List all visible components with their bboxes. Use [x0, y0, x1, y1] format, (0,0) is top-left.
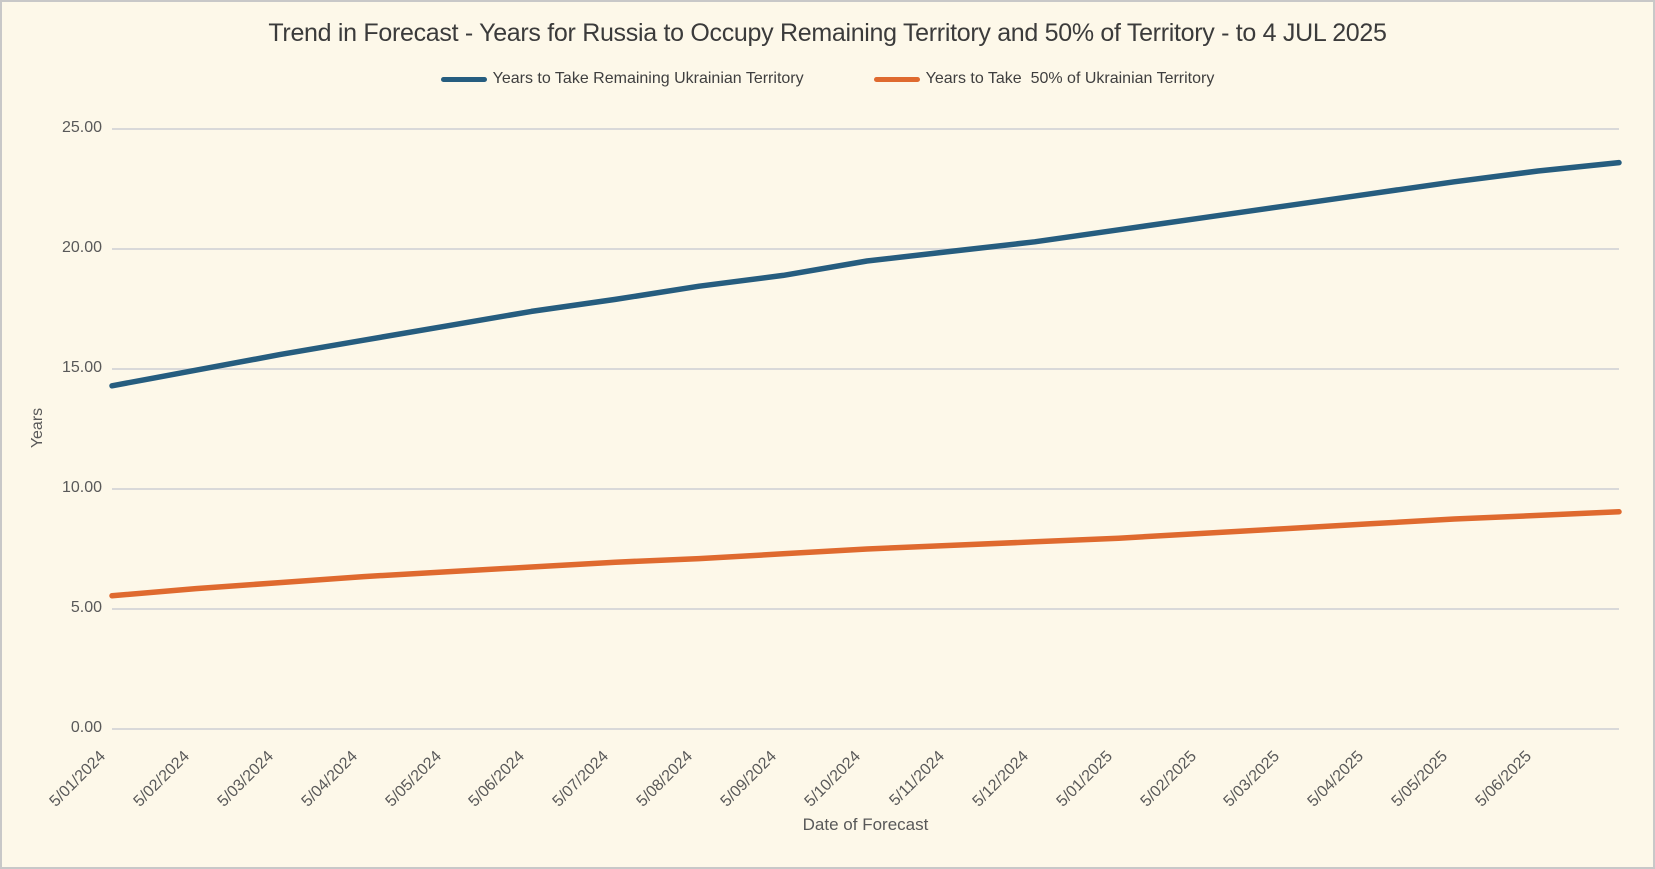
legend-item-50pct-territory: Years to Take 50% of Ukrainian Territory	[873, 70, 1215, 88]
y-tick-label: 5.00	[70, 599, 102, 616]
legend-line-swatch-blue	[440, 76, 487, 82]
y-tick-label: 25.00	[61, 119, 102, 136]
legend-label: Years to Take 50% of Ukrainian Territory	[925, 70, 1215, 87]
line-chart-canvas	[109, 128, 1622, 730]
y-tick-label: 10.00	[61, 479, 102, 496]
y-tick-label: 20.00	[61, 239, 102, 256]
y-tick-label: 0.00	[70, 719, 102, 736]
y-axis-title: Years	[29, 407, 46, 449]
legend-item-remaining-territory: Years to Take Remaining Ukrainian Territ…	[440, 70, 804, 88]
series-line-50pct-territory	[109, 509, 1622, 599]
series-line-remaining-territory	[109, 159, 1622, 389]
legend-line-swatch-orange	[873, 76, 920, 82]
x-axis-title: Date of Forecast	[802, 815, 929, 834]
chart-title: Trend in Forecast - Years for Russia to …	[268, 19, 1387, 47]
y-tick-label: 15.00	[61, 359, 102, 376]
legend: Years to Take Remaining Ukrainian Territ…	[2, 70, 1653, 88]
legend-label: Years to Take Remaining Ukrainian Territ…	[492, 70, 804, 87]
plot-area	[109, 128, 1622, 730]
